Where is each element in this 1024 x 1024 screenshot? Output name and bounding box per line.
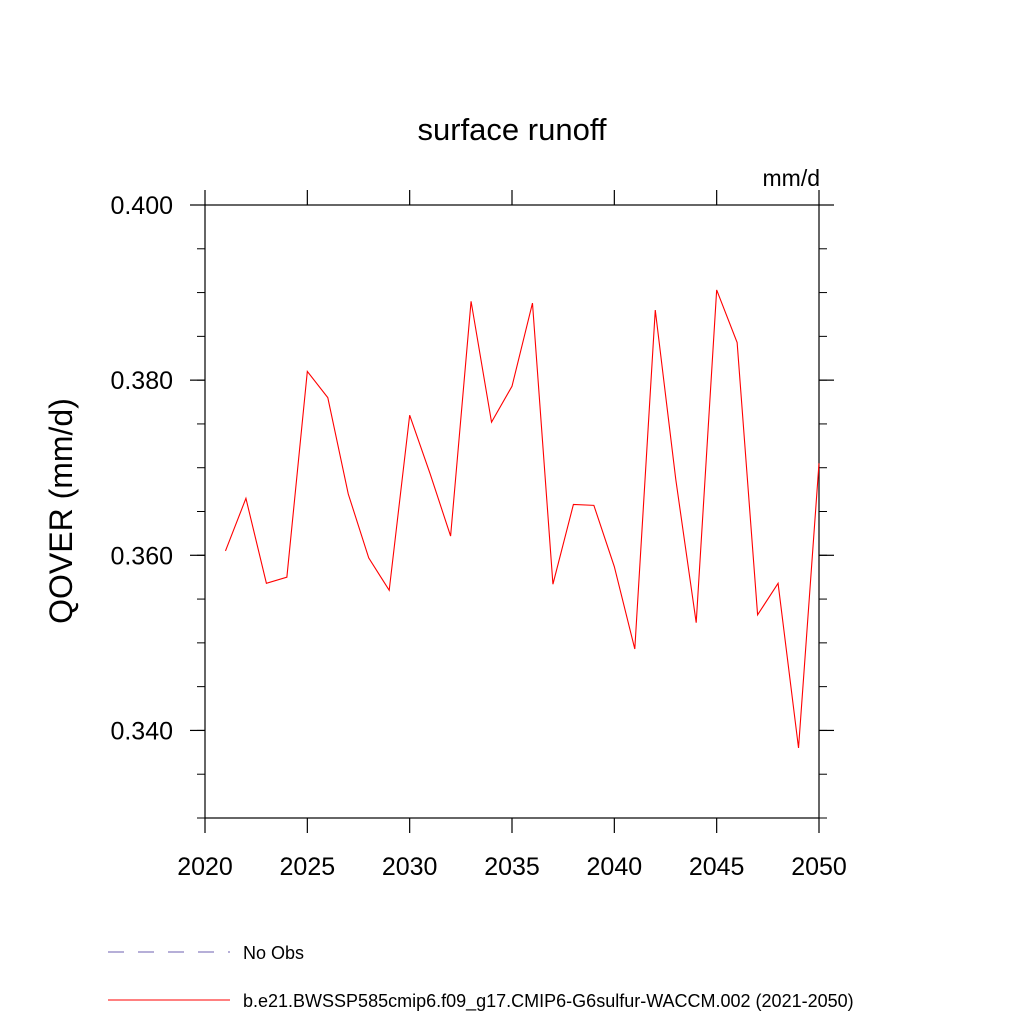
x-tick-label: 2030: [382, 853, 438, 881]
x-tick-label: 2025: [280, 853, 336, 881]
legend-label: b.e21.BWSSP585cmip6.f09_g17.CMIP6-G6sulf…: [243, 991, 854, 1012]
series-line: [224, 289, 820, 749]
x-tick-label: 2020: [177, 853, 233, 881]
y-axis-label: QOVER (mm/d): [43, 398, 79, 624]
y-tick-label: 0.400: [110, 192, 173, 220]
plot-frame: [204, 204, 820, 819]
x-tick-label: 2045: [689, 853, 745, 881]
chart-title: surface runoff: [418, 112, 607, 147]
y-tick-label: 0.360: [110, 542, 173, 570]
x-tick-label: 2035: [484, 853, 540, 881]
y-tick-label: 0.380: [110, 367, 173, 395]
x-tick-label: 2050: [791, 853, 847, 881]
x-tick-label: 2040: [587, 853, 643, 881]
y-tick-label: 0.340: [110, 717, 173, 745]
legend-label: No Obs: [243, 943, 304, 963]
units-label: mm/d: [763, 165, 821, 191]
